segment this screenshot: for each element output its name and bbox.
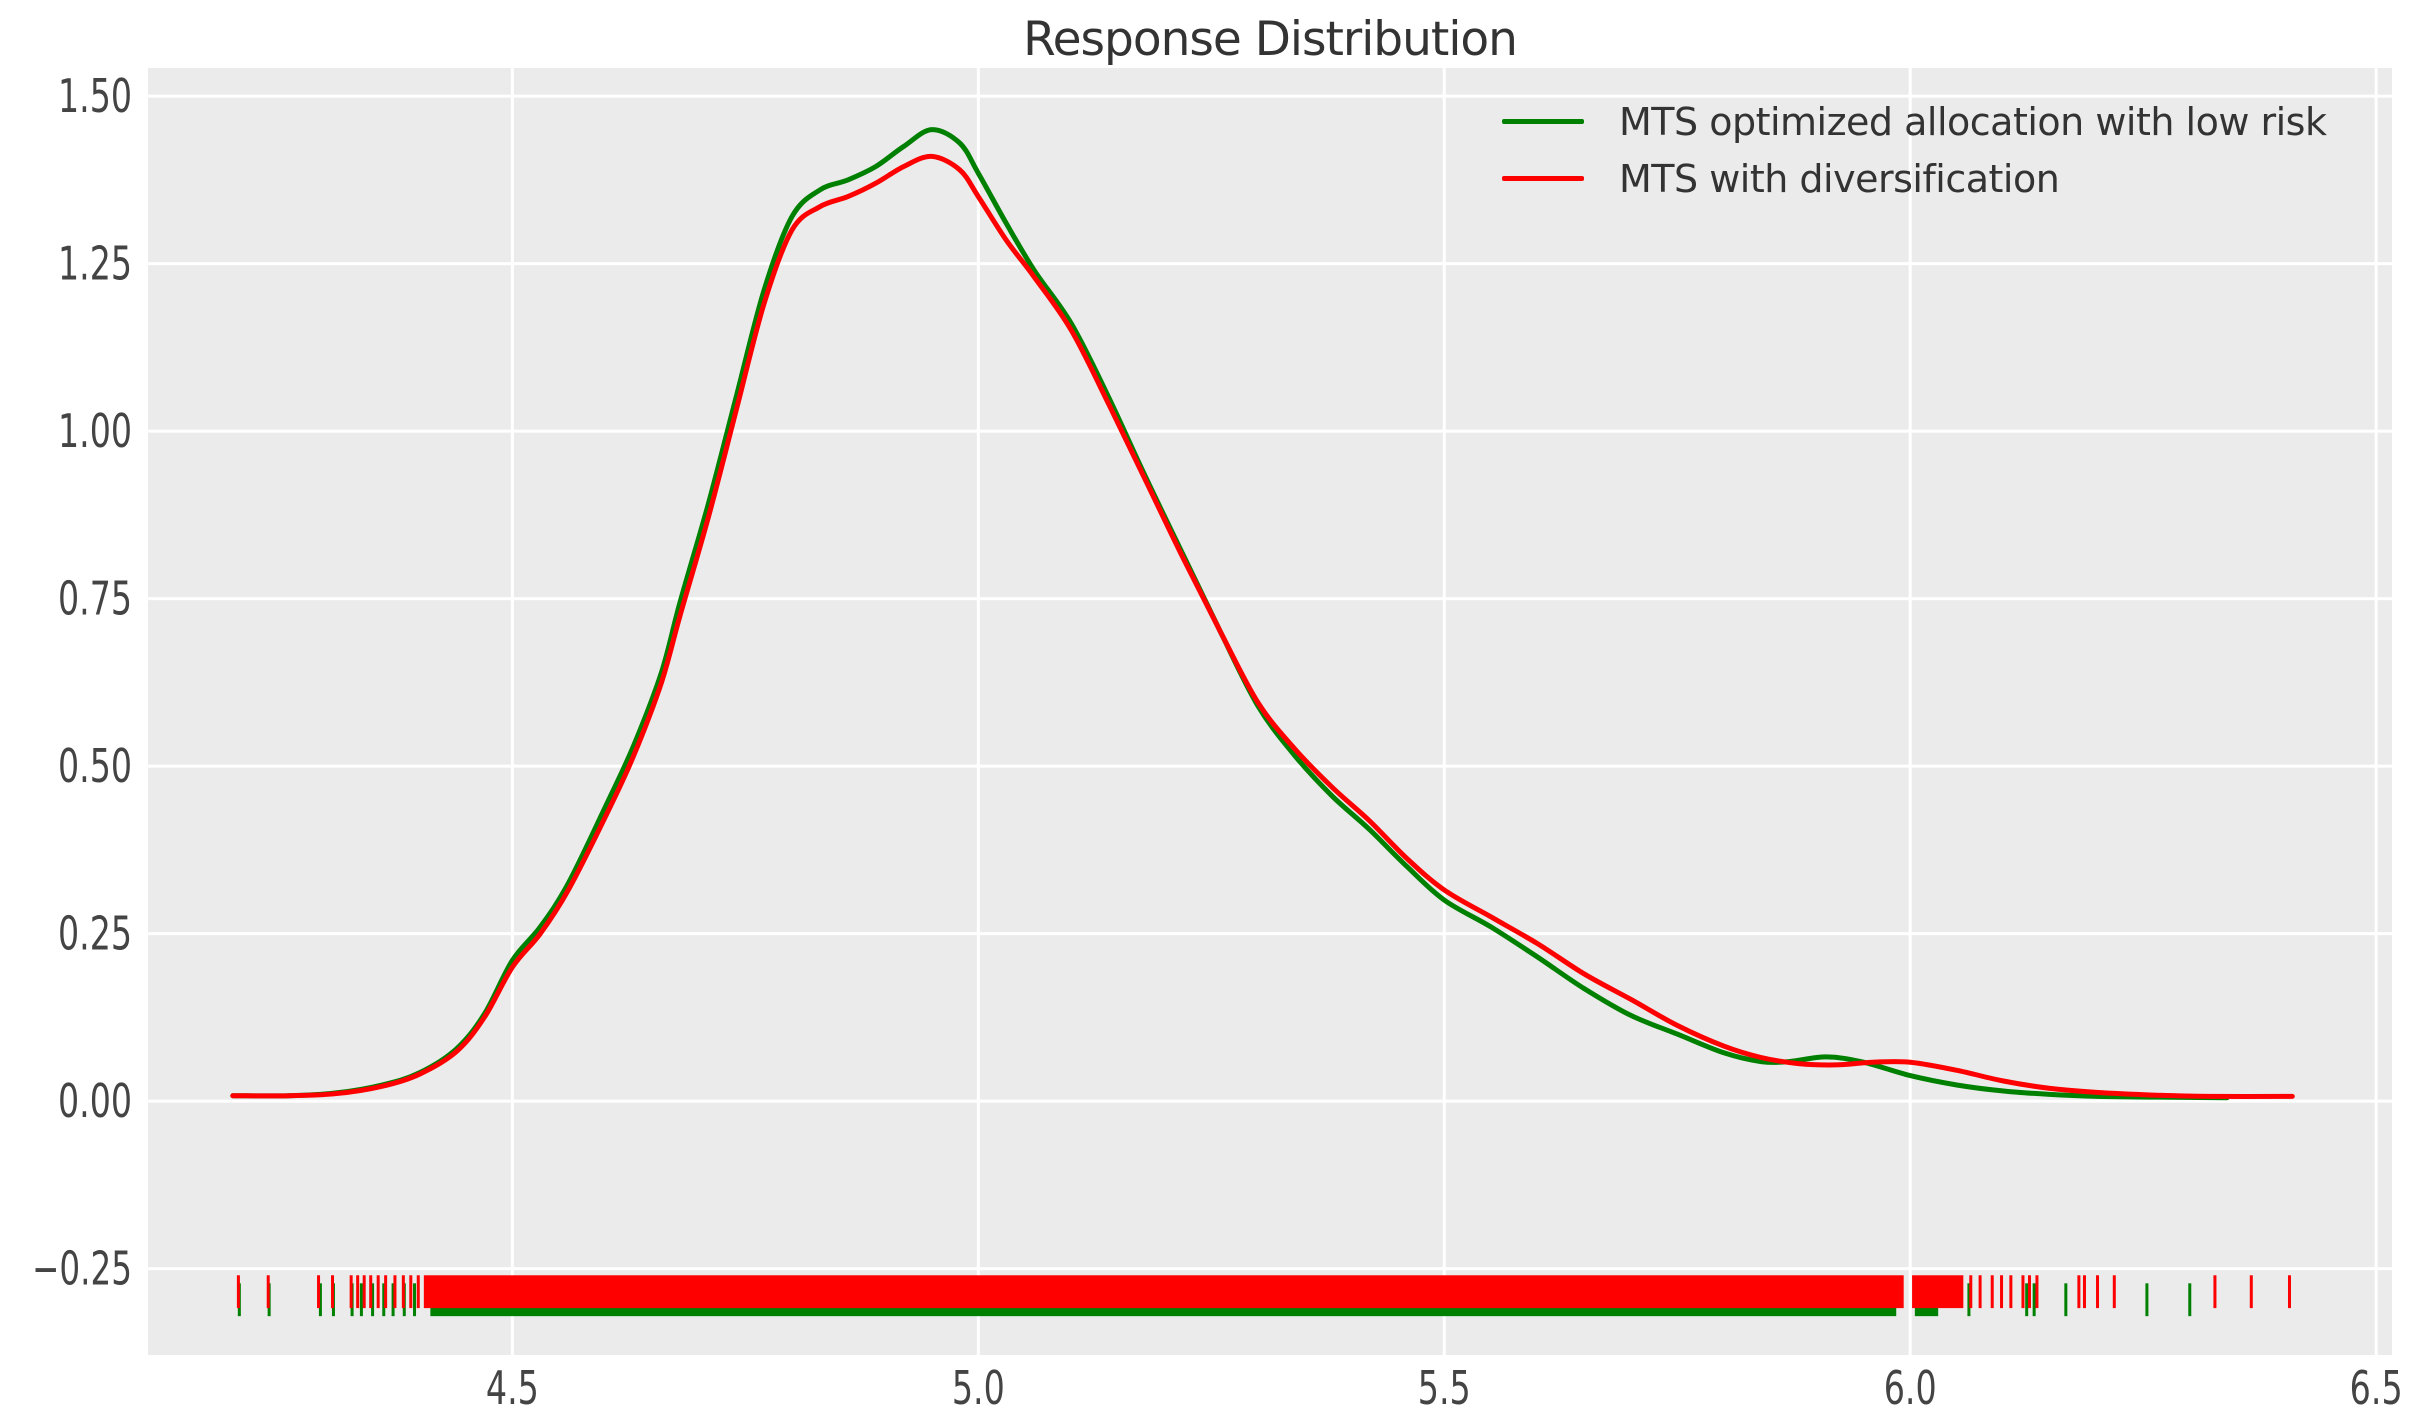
svg-text:5.5: 5.5 <box>1418 1361 1471 1415</box>
svg-text:4.5: 4.5 <box>486 1361 539 1415</box>
legend-item-optimized: MTS optimized allocation with low risk <box>1502 93 2327 150</box>
svg-text:0.50: 0.50 <box>58 739 132 793</box>
svg-text:1.00: 1.00 <box>58 404 132 458</box>
svg-text:−0.25: −0.25 <box>32 1242 132 1296</box>
legend-item-diversification: MTS with diversification <box>1502 150 2326 207</box>
chart-title: Response Distribution <box>1023 12 1518 67</box>
svg-text:1.25: 1.25 <box>58 237 132 291</box>
svg-text:1.50: 1.50 <box>58 69 132 123</box>
svg-text:5.0: 5.0 <box>952 1361 1005 1415</box>
legend-line-green <box>1502 119 1584 124</box>
legend-label-diversification: MTS with diversification <box>1619 156 2060 201</box>
legend-label-optimized: MTS optimized allocation with low risk <box>1619 99 2327 144</box>
svg-text:6.5: 6.5 <box>2350 1361 2403 1415</box>
svg-text:6.0: 6.0 <box>1884 1361 1937 1415</box>
svg-text:0.25: 0.25 <box>58 907 132 961</box>
legend: MTS optimized allocation with low risk M… <box>1502 93 2327 207</box>
svg-text:0.00: 0.00 <box>58 1074 132 1128</box>
legend-line-red <box>1502 176 1584 181</box>
svg-text:0.75: 0.75 <box>58 572 132 626</box>
